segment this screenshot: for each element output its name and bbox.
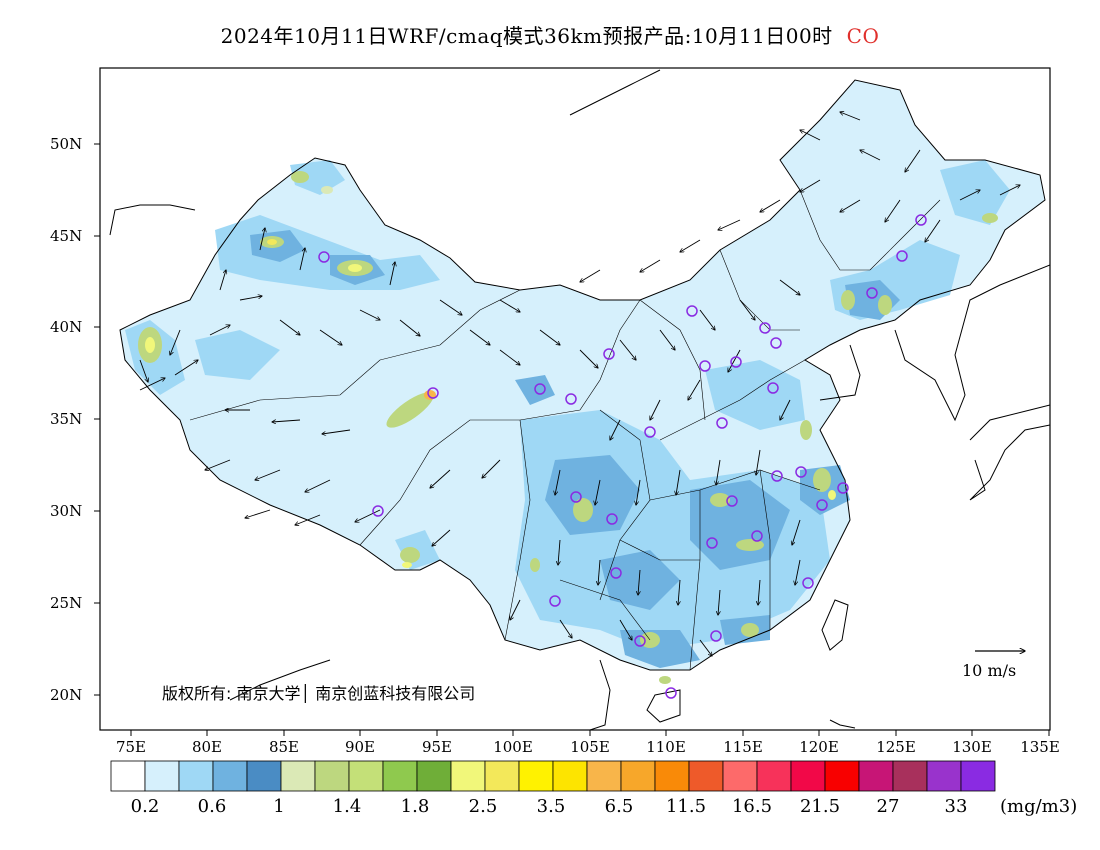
lon-label: 105E xyxy=(570,738,610,756)
lat-label: 20N xyxy=(50,686,83,704)
lon-label: 125E xyxy=(876,738,916,756)
legend-swatch xyxy=(790,760,826,792)
legend-swatch xyxy=(280,760,316,792)
map-frame xyxy=(99,67,1051,731)
legend-swatch xyxy=(416,760,452,792)
legend-swatch xyxy=(450,760,486,792)
legend-swatch xyxy=(212,760,248,792)
legend-colorbar xyxy=(110,760,996,792)
legend-swatch xyxy=(824,760,860,792)
lat-label: 40N xyxy=(50,318,83,336)
lon-label: 80E xyxy=(191,738,223,756)
lon-label: 115E xyxy=(723,738,763,756)
legend-label: 1.4 xyxy=(332,796,362,817)
legend-label: 1.8 xyxy=(400,796,430,817)
legend-swatch xyxy=(756,760,792,792)
site-markers xyxy=(318,214,927,699)
legend-unit: (mg/m3) xyxy=(1000,796,1078,817)
lon-ticks xyxy=(130,730,1050,736)
legend-swatch xyxy=(144,760,180,792)
lon-label: 75E xyxy=(115,738,147,756)
wind-reference-label: 10 m/s xyxy=(962,661,1017,680)
lat-label: 50N xyxy=(50,135,83,153)
map-title: 2024年10月11日WRF/cmaq模式36km预报产品:10月11日00时 C… xyxy=(0,20,1100,49)
legend-swatch xyxy=(110,760,146,792)
copyright-text: 版权所有: 南京大学│ 南京创蓝科技有限公司 xyxy=(162,684,476,703)
map-field xyxy=(109,69,1050,730)
lat-label: 35N xyxy=(50,410,83,428)
legend-swatch xyxy=(314,760,350,792)
concentration-mid-blue xyxy=(250,230,900,668)
legend-swatch xyxy=(892,760,928,792)
concentration-green-yellow xyxy=(138,171,998,684)
legend-swatch xyxy=(382,760,418,792)
lon-label: 110E xyxy=(646,738,686,756)
lon-label: 95E xyxy=(421,738,453,756)
legend-swatch xyxy=(246,760,282,792)
lon-label: 130E xyxy=(952,738,992,756)
legend-swatch xyxy=(586,760,622,792)
legend-label: 21.5 xyxy=(799,796,841,817)
legend-label: 33 xyxy=(944,796,968,817)
legend-label: 3.5 xyxy=(536,796,566,817)
legend-swatch xyxy=(620,760,656,792)
legend-label: 16.5 xyxy=(731,796,773,817)
legend-label: 6.5 xyxy=(604,796,634,817)
legend-label: 27 xyxy=(876,796,900,817)
legend-label: 2.5 xyxy=(468,796,498,817)
legend-swatch xyxy=(484,760,520,792)
legend-swatch xyxy=(722,760,758,792)
province-borders xyxy=(189,189,941,671)
legend-label: 0.6 xyxy=(197,796,227,817)
legend-label: 1 xyxy=(273,796,285,817)
lon-label: 85E xyxy=(268,738,300,756)
china-border xyxy=(119,79,1046,671)
legend-swatch xyxy=(960,760,996,792)
title-text: 2024年10月11日WRF/cmaq模式36km预报产品:10月11日00时 xyxy=(220,24,833,48)
legend-swatch xyxy=(926,760,962,792)
lon-label: 100E xyxy=(493,738,533,756)
legend-swatch xyxy=(858,760,894,792)
legend-swatch xyxy=(518,760,554,792)
legend-label: 11.5 xyxy=(665,796,707,817)
legend-swatch xyxy=(654,760,690,792)
lon-label: 135E xyxy=(1020,738,1060,756)
legend-swatch xyxy=(348,760,384,792)
legend-swatch xyxy=(552,760,588,792)
lat-label: 25N xyxy=(50,594,83,612)
lon-label: 120E xyxy=(799,738,839,756)
species-label: CO xyxy=(846,24,880,48)
lat-label: 30N xyxy=(50,502,83,520)
lat-ticks xyxy=(94,143,100,696)
lat-label: 45N xyxy=(50,227,83,245)
legend-label: 0.2 xyxy=(130,796,160,817)
legend-swatch xyxy=(688,760,724,792)
coastlines xyxy=(109,69,1050,730)
lon-label: 90E xyxy=(344,738,376,756)
wind-vectors xyxy=(139,112,1020,656)
legend-swatch xyxy=(178,760,214,792)
